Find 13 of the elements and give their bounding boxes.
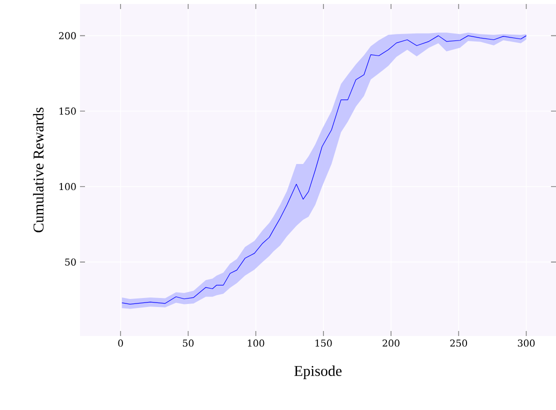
x-tick-label: 0 [118, 340, 123, 347]
x-axis-title: Episode [294, 366, 342, 380]
y-tick-label: 200 [59, 32, 76, 40]
y-tick-label: 100 [60, 183, 76, 190]
x-tick-label: 50 [182, 340, 194, 347]
y-tick-label: 50 [65, 258, 76, 266]
y-tick-label: 150 [60, 108, 76, 115]
x-tick-label: 100 [248, 340, 264, 347]
x-tick-label: 200 [382, 340, 400, 347]
x-tick-label: 300 [518, 340, 535, 347]
y-axis-title: Cumulative Rewards [33, 108, 44, 232]
x-tick-label: 250 [450, 340, 468, 347]
x-tick-label: 150 [316, 340, 332, 347]
